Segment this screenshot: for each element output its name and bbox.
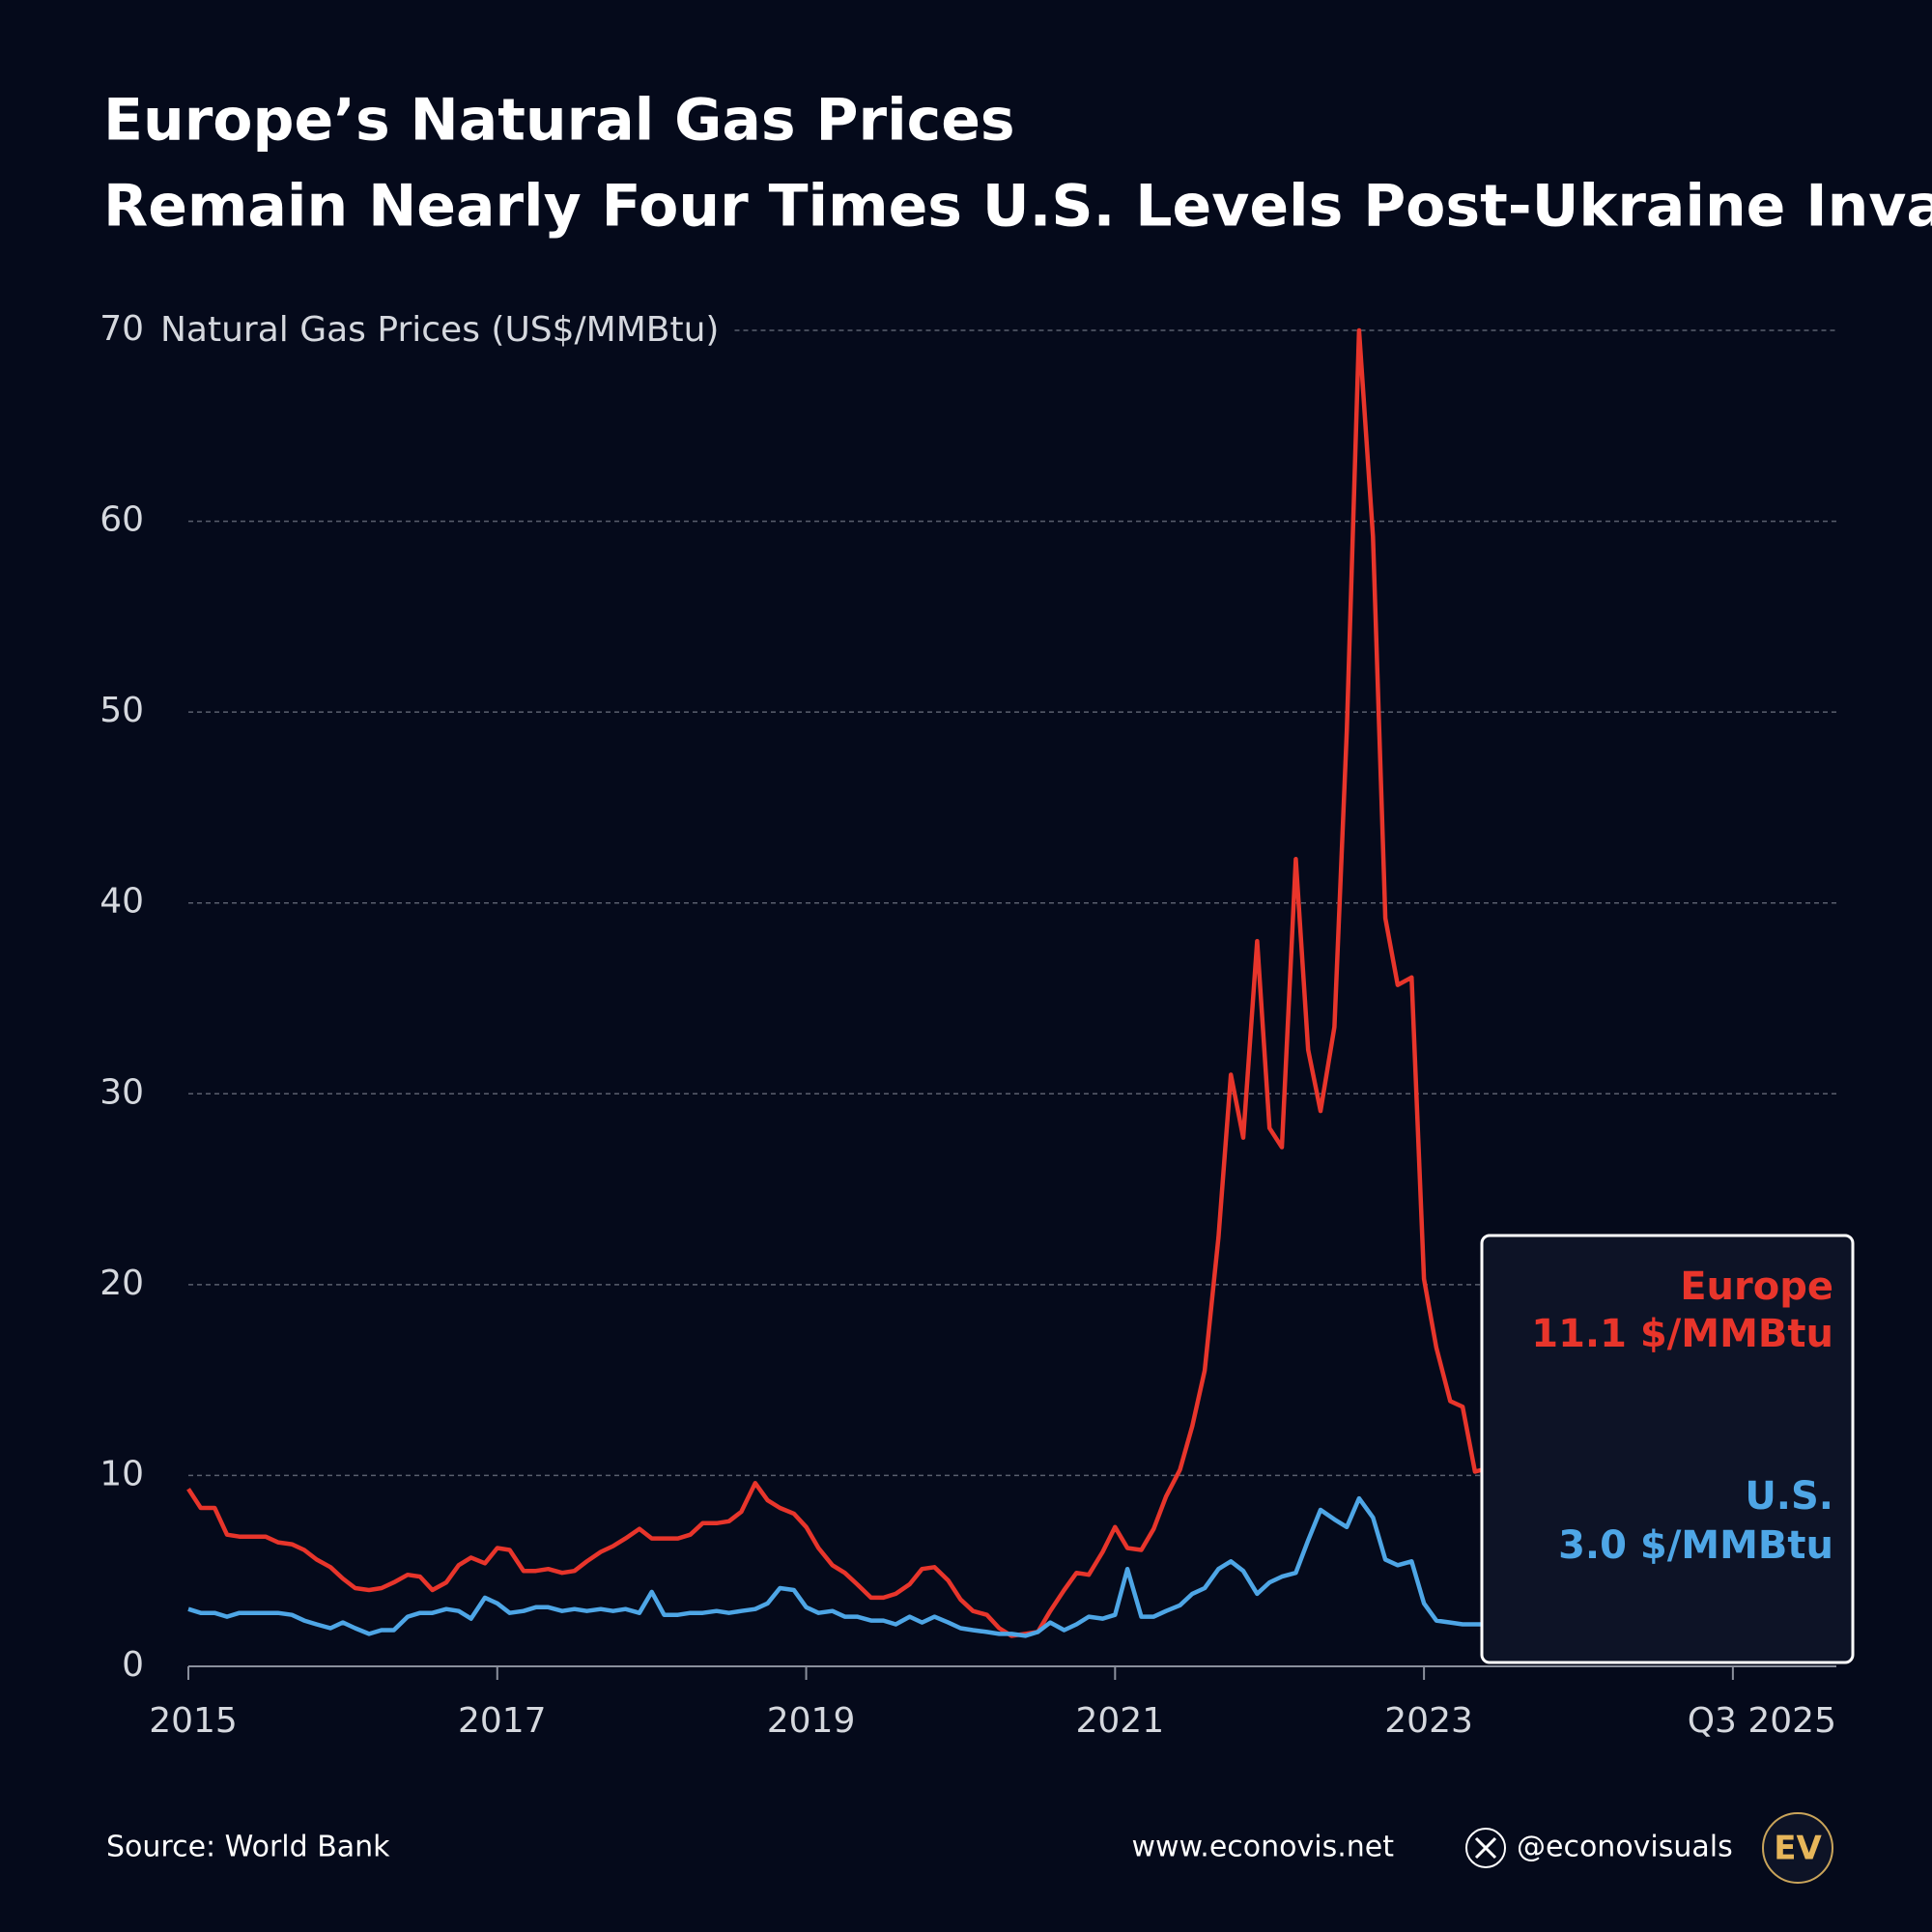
legend-label: Europe <box>1680 1264 1833 1309</box>
y-tick-label: 20 <box>99 1264 144 1303</box>
handle: @econovisuals <box>1517 1831 1733 1864</box>
annotation: 3.0 $/MMBtu <box>1558 1523 1833 1568</box>
x-tick-label: 2019 <box>767 1701 856 1741</box>
x-tick-label: 2023 <box>1384 1701 1473 1741</box>
y-axis-label: Natural Gas Prices (US$/MMBtu) <box>160 310 719 350</box>
chart-subtitle: Remain Nearly Four Times U.S. Levels Pos… <box>103 173 1932 241</box>
logo-circle <box>1762 1812 1833 1884</box>
x-tick-label: Q3 2025 <box>1688 1701 1836 1741</box>
y-tick-label: 10 <box>99 1454 144 1493</box>
y-tick-label: 30 <box>99 1072 144 1112</box>
source: Source: World Bank <box>106 1831 390 1864</box>
x-icon-glyph <box>1474 1836 1497 1860</box>
x-icon <box>1465 1828 1506 1868</box>
y-tick-label: 0 <box>122 1645 144 1685</box>
y-tick-label: 60 <box>99 500 144 540</box>
y-tick-label: 40 <box>99 882 144 922</box>
chart-title: Europe’s Natural Gas Prices <box>103 87 1015 155</box>
annotation: 11.1 $/MMBtu <box>1531 1312 1833 1356</box>
x-tick-label: 2015 <box>149 1701 238 1741</box>
website: www.econovis.net <box>1131 1831 1394 1864</box>
x-tick-label: 2021 <box>1076 1701 1165 1741</box>
highlight-box <box>1480 1234 1855 1664</box>
y-tick-label: 70 <box>99 309 144 349</box>
legend-label: U.S. <box>1745 1474 1833 1519</box>
logo: EV <box>1774 1830 1822 1868</box>
y-tick-label: 50 <box>99 691 144 730</box>
x-tick-label: 2017 <box>458 1701 547 1741</box>
